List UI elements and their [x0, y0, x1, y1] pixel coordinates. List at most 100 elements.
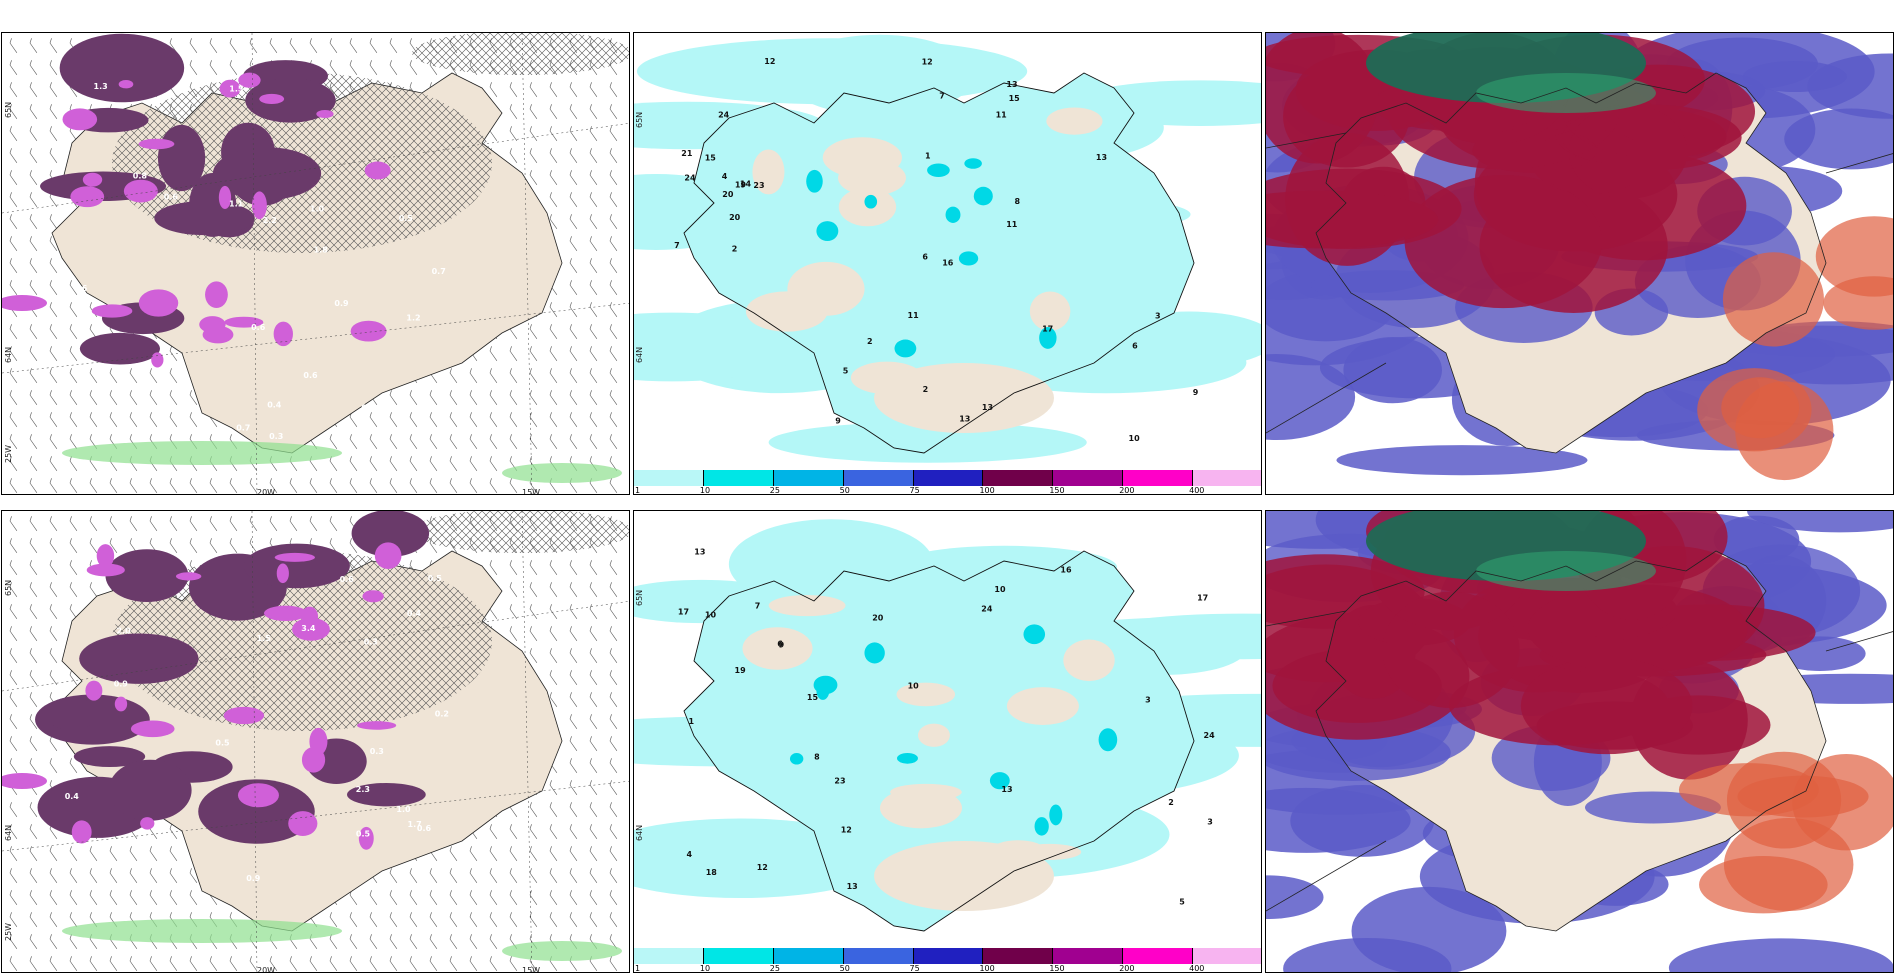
cloudwater-value-label: 1.1: [229, 199, 244, 208]
wind-barb: [29, 692, 38, 708]
wind-barb: [309, 38, 318, 54]
wind-barb: [609, 604, 618, 620]
wind-barb: [49, 670, 58, 686]
wind-barb: [29, 192, 38, 208]
precip-value-label: 20: [722, 190, 734, 199]
wind-barb: [469, 390, 478, 406]
cloudwater-value-label: 0.6: [166, 840, 181, 849]
wind-barb: [249, 538, 258, 554]
cloudwater-value-label: 0.5: [70, 859, 85, 868]
wind-barb: [609, 412, 618, 428]
cloud-edge-area: [1721, 377, 1800, 439]
wind-barb: [149, 368, 158, 384]
wind-barb: [489, 390, 498, 406]
wind-barb: [369, 456, 378, 472]
wind-barb: [89, 868, 98, 884]
wind-barb: [509, 412, 518, 428]
precip-value-label: 5: [1179, 898, 1185, 907]
cloudwater-area-high: [118, 80, 134, 89]
colorbar-swatch: [843, 948, 914, 964]
wind-barb: [49, 104, 58, 120]
wind-barb: [189, 412, 198, 428]
mid-cloud-area: [1520, 657, 1693, 755]
precip-value-label: 5: [843, 366, 849, 375]
precip-value-label: 7: [755, 602, 761, 611]
wind-barb: [589, 714, 598, 730]
wind-barb: [289, 516, 298, 532]
cloudwater-area: [154, 201, 255, 236]
graticule-label: 65N: [635, 589, 644, 606]
graticule-label: 25W: [4, 922, 13, 941]
grid-line: [1266, 610, 1347, 627]
grid-line: [1266, 362, 1387, 434]
cloudwater-value-label: 0.8: [133, 172, 148, 181]
wind-barb: [569, 148, 578, 164]
colorbar-swatch: [1123, 948, 1194, 964]
precip-value-label: 10: [705, 610, 717, 619]
wind-barb: [29, 82, 38, 98]
mixed-phase-area: [412, 511, 629, 553]
wind-barb: [369, 890, 378, 906]
low-cloud-area: [1747, 511, 1893, 533]
wind-barb: [9, 214, 18, 230]
wind-barb: [589, 648, 598, 664]
dry-area: [1006, 687, 1079, 725]
wind-barb: [149, 868, 158, 884]
cloudwater-area-high: [316, 109, 334, 119]
wind-barb: [49, 516, 58, 532]
colorbar-label: 200: [1119, 486, 1135, 495]
wind-barb: [589, 736, 598, 752]
cloudwater-area-high: [273, 321, 293, 347]
wind-barb: [589, 582, 598, 598]
cloudwater-area-high: [223, 706, 265, 725]
wind-barb: [609, 104, 618, 120]
wind-barb: [49, 60, 58, 76]
wind-barb: [509, 390, 518, 406]
precip-value-label: 12: [757, 863, 768, 872]
wind-barb: [189, 890, 198, 906]
wind-barb: [9, 38, 18, 54]
wind-barb: [609, 478, 618, 494]
cloudwater-value-label: 0.5: [215, 738, 230, 747]
wind-barb: [349, 934, 358, 950]
precip-area-heavy: [1098, 728, 1118, 752]
wind-barb: [49, 214, 58, 230]
wind-barb: [69, 412, 78, 428]
wind-barb: [49, 390, 58, 406]
wind-barb: [529, 82, 538, 98]
map-canvas: [1266, 511, 1893, 972]
wind-barb: [9, 824, 18, 840]
graticule: [2, 511, 629, 972]
wind-barb: [469, 412, 478, 428]
precip-area-heavy: [989, 772, 1010, 790]
cloudwater-value-label: 0.7: [236, 424, 250, 433]
cloudwater-value-label: 1.2: [406, 314, 420, 323]
precip-value-label: 3: [1145, 695, 1151, 704]
wind-barb: [509, 626, 518, 642]
colorbar-swatch: [1123, 470, 1194, 486]
precip-value-label: 13: [982, 403, 993, 412]
colorbar-swatch: [773, 948, 844, 964]
wind-barb: [349, 60, 358, 76]
low-cloud-area: [1266, 724, 1451, 781]
wind-barb: [429, 434, 438, 450]
wind-barb: [9, 104, 18, 120]
precip-area-heavy: [1049, 804, 1063, 826]
wind-barb: [369, 934, 378, 950]
wind-barb: [29, 104, 38, 120]
wind-barb: [429, 478, 438, 494]
cloudwater-area-high: [2, 773, 47, 789]
dry-area: [1029, 291, 1071, 331]
wind-barb: [549, 82, 558, 98]
mixed-phase-area: [412, 33, 629, 75]
wind-barb: [529, 324, 538, 340]
dry-area: [917, 723, 950, 747]
wind-barb: [229, 60, 238, 76]
dry-area: [752, 149, 785, 195]
wind-barb: [589, 434, 598, 450]
wind-barb: [549, 846, 558, 862]
wind-barb: [49, 604, 58, 620]
precip-value-label: 2: [923, 385, 929, 394]
wind-barb: [589, 626, 598, 642]
precip-value-label: 13: [1096, 153, 1107, 162]
